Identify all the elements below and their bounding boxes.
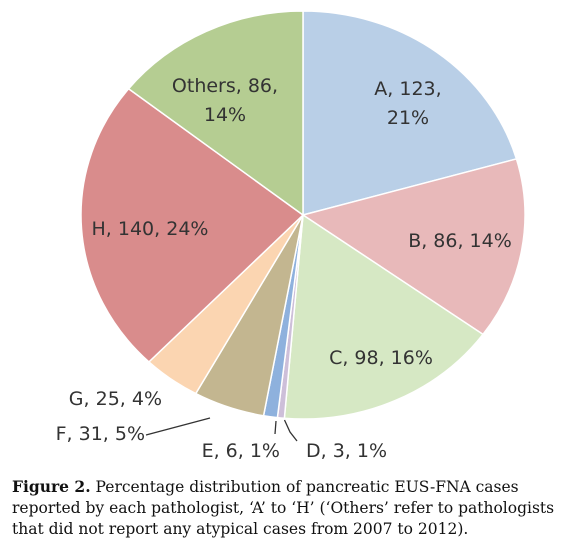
slice-label-d: D, 3, 1% <box>306 440 387 462</box>
slice-labels: A, 123, 21% B, 86, 14% C, 98, 16% D, 3, 1% E,… <box>56 75 512 462</box>
pie-slice-others <box>127 10 304 217</box>
pie-slices <box>80 10 526 420</box>
leader-line-e <box>274 420 277 435</box>
caption-text: Percentage distribution of pancreatic EU… <box>12 478 555 538</box>
slice-label-others: Others, 86, <box>172 75 278 97</box>
figure-label: Figure 2. <box>12 477 91 496</box>
slice-label-a: A, 123, <box>374 78 441 100</box>
pie-slice-b <box>301 158 526 336</box>
leader-line-d <box>283 419 298 442</box>
pie-slice-c <box>283 213 485 420</box>
pie-slice-h <box>80 87 305 363</box>
slice-label-c: C, 98, 16% <box>329 347 433 369</box>
leader-line-f <box>145 417 211 436</box>
leader-lines <box>145 417 298 442</box>
slice-label-h: H, 140, 24% <box>92 218 209 240</box>
slice-label-f: F, 31, 5% <box>56 423 145 445</box>
slice-label-g: G, 25, 4% <box>69 388 162 410</box>
pie-slice-a <box>302 10 518 216</box>
slice-label-a-line2: 21% <box>387 107 429 129</box>
figure-caption: Figure 2. Percentage distribution of pan… <box>12 476 560 540</box>
pie-chart: A, 123, 21% B, 86, 14% C, 98, 16% D, 3, 1% E,… <box>56 10 526 462</box>
slice-label-b: B, 86, 14% <box>408 230 512 252</box>
slice-label-others-line2: 14% <box>204 104 246 126</box>
slice-label-e: E, 6, 1% <box>202 440 280 462</box>
